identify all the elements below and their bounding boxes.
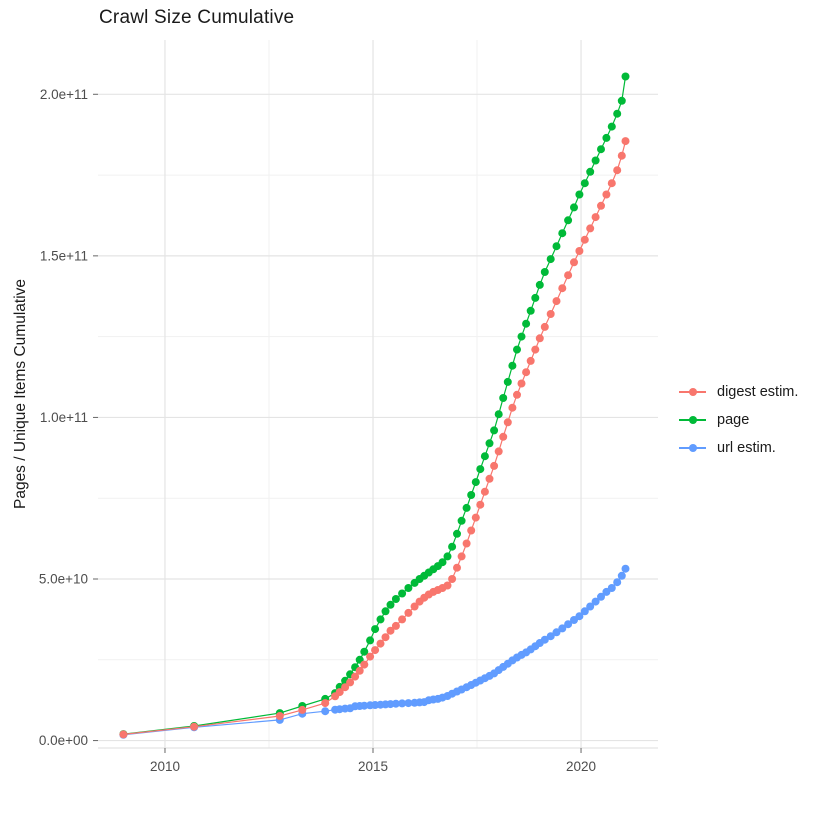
svg-text:2015: 2015 [358, 759, 388, 774]
legend-key-dot [688, 444, 697, 452]
legend-key-page-icon [679, 414, 706, 426]
svg-text:2020: 2020 [566, 759, 596, 774]
legend-label: digest estim. [717, 384, 799, 400]
legend-item-url-estim: url estim. [679, 434, 798, 462]
svg-text:5.0e+10: 5.0e+10 [39, 571, 88, 586]
legend-key-url-icon [679, 442, 706, 454]
legend-key-digest-icon [679, 386, 706, 398]
svg-text:1.5e+11: 1.5e+11 [40, 248, 88, 263]
chart-title: Crawl Size Cumulative [99, 7, 295, 28]
svg-text:2010: 2010 [150, 759, 180, 774]
svg-text:1.0e+11: 1.0e+11 [40, 410, 88, 425]
svg-text:2.0e+11: 2.0e+11 [40, 87, 88, 102]
legend-key-dot [688, 388, 697, 396]
legend: digest estim. page url estim. [679, 378, 798, 462]
legend-label: page [717, 412, 750, 428]
legend-item-digest-estim: digest estim. [679, 378, 798, 406]
legend-key-dot [688, 416, 697, 424]
svg-text:0.0e+00: 0.0e+00 [39, 733, 88, 748]
legend-item-page: page [679, 406, 798, 434]
legend-label: url estim. [717, 440, 776, 456]
